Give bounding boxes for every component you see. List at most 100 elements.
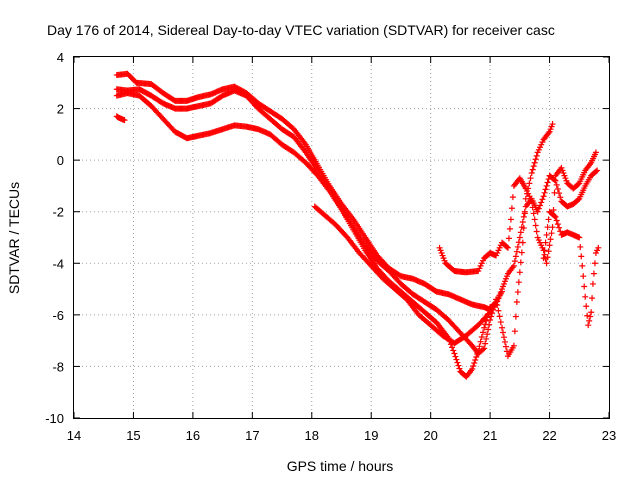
- data-point: [508, 205, 515, 212]
- data-point: [455, 362, 462, 369]
- data-point: [499, 288, 505, 295]
- data-point: [543, 231, 550, 238]
- data-point: [497, 319, 504, 326]
- data-marks: [113, 70, 602, 380]
- data-point: [578, 253, 585, 260]
- data-point: [503, 243, 510, 250]
- data-point: [577, 243, 584, 250]
- data-point: [535, 205, 542, 212]
- data-point: [456, 365, 463, 372]
- data-point: [541, 247, 548, 254]
- data-point: [473, 353, 480, 360]
- x-tick-label: 17: [245, 428, 259, 443]
- data-point: [557, 194, 564, 201]
- data-point: [556, 224, 563, 231]
- data-point: [545, 130, 552, 137]
- data-point: [528, 198, 535, 205]
- data-point: [507, 216, 514, 223]
- data-point: [544, 254, 551, 261]
- y-tick-label: -6: [52, 308, 64, 323]
- data-point: [451, 350, 458, 357]
- data-point: [580, 273, 587, 280]
- data-point: [589, 280, 596, 287]
- x-axis-label: GPS time / hours: [287, 458, 394, 474]
- data-point: [475, 347, 482, 354]
- data-point: [584, 312, 591, 319]
- data-point: [505, 235, 512, 242]
- data-point: [529, 166, 536, 173]
- data-point: [541, 189, 548, 196]
- data-point: [515, 279, 522, 286]
- data-point: [544, 179, 551, 186]
- data-point: [540, 255, 547, 262]
- data-point: [509, 194, 516, 201]
- data-point: [549, 121, 556, 128]
- y-axis-label: SDTVAR / TECUs: [6, 182, 22, 294]
- data-point: [479, 329, 486, 336]
- data-point: [530, 163, 537, 170]
- data-point: [506, 225, 513, 232]
- data-point: [593, 168, 600, 175]
- data-point: [575, 181, 582, 188]
- data-point: [516, 269, 523, 276]
- x-tick-label: 14: [67, 428, 81, 443]
- data-point: [454, 359, 461, 366]
- y-tick-label: 2: [57, 102, 64, 117]
- data-point: [595, 244, 602, 251]
- data-point: [533, 152, 540, 159]
- data-point: [470, 362, 477, 369]
- data-point: [526, 180, 533, 187]
- data-point: [551, 213, 558, 220]
- data-point: [545, 216, 552, 223]
- data-point: [587, 313, 594, 320]
- data-point: [453, 356, 460, 363]
- data-point: [478, 334, 485, 341]
- data-point: [544, 224, 551, 231]
- data-point: [530, 210, 537, 217]
- data-point: [553, 181, 560, 188]
- data-point: [516, 234, 523, 241]
- data-point: [542, 239, 549, 246]
- data-point: [501, 338, 508, 345]
- data-point: [588, 309, 595, 316]
- data-point: [452, 353, 459, 360]
- data-point: [586, 317, 593, 324]
- series-track-6: [540, 208, 602, 329]
- data-point: [499, 329, 506, 336]
- data-point: [479, 346, 486, 353]
- data-point: [513, 248, 520, 255]
- data-point: [545, 248, 552, 255]
- data-point: [471, 359, 478, 366]
- data-point: [450, 347, 457, 354]
- x-tick-label: 23: [602, 428, 616, 443]
- x-tick-label: 20: [423, 428, 437, 443]
- data-point: [512, 253, 519, 260]
- x-tick-label: 22: [542, 428, 556, 443]
- data-point: [543, 182, 550, 189]
- data-point: [482, 340, 489, 347]
- data-point: [511, 258, 518, 265]
- data-point: [554, 186, 561, 193]
- data-point: [575, 196, 582, 203]
- y-tick-label: -4: [52, 256, 64, 271]
- data-point: [551, 189, 558, 196]
- data-point: [512, 313, 519, 320]
- data-point: [504, 244, 511, 251]
- data-point: [485, 310, 492, 317]
- data-point: [532, 222, 539, 229]
- data-point: [554, 221, 561, 228]
- data-point: [485, 326, 492, 333]
- x-tick-label: 15: [126, 428, 140, 443]
- data-point: [543, 260, 550, 267]
- data-point: [576, 234, 583, 241]
- data-point: [477, 338, 484, 345]
- data-point: [531, 159, 538, 166]
- data-point: [592, 149, 599, 156]
- y-tick-label: 0: [57, 153, 64, 168]
- data-point: [518, 224, 525, 231]
- data-point: [517, 259, 524, 266]
- data-point: [528, 170, 535, 177]
- data-point: [469, 366, 476, 373]
- x-tick-label: 18: [305, 428, 319, 443]
